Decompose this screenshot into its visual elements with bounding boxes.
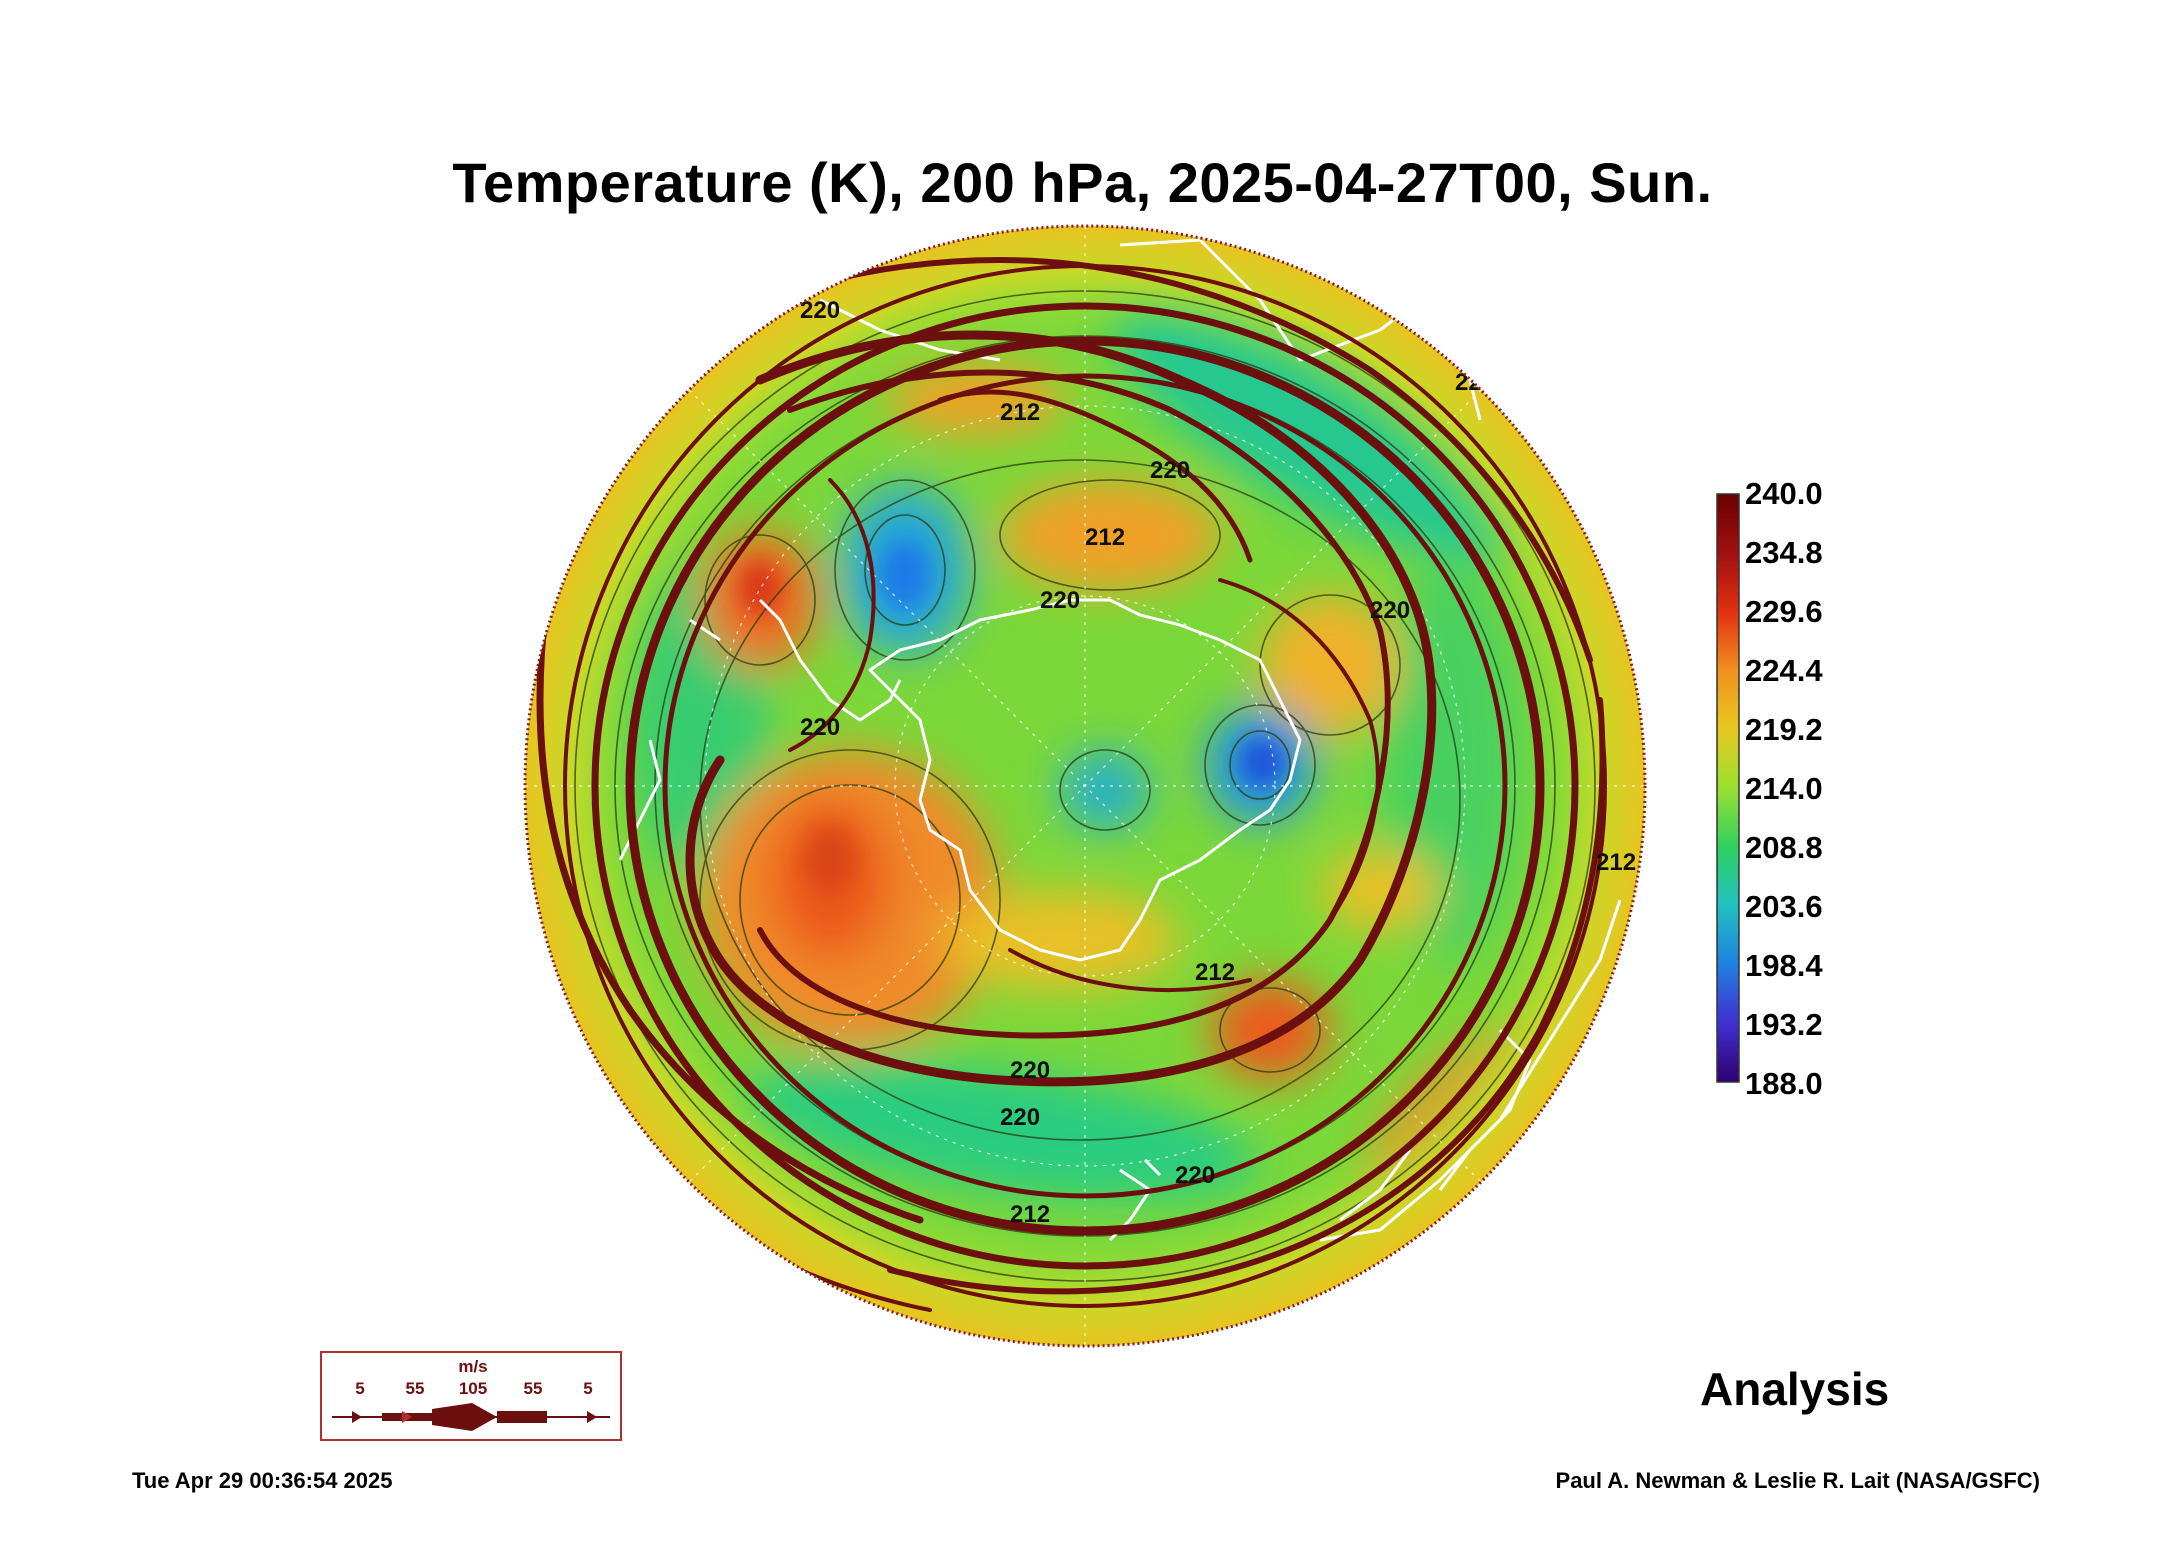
wind-value: 5 — [355, 1379, 365, 1398]
contour-label: 220 — [1000, 1104, 1040, 1131]
temperature-field: 220 220 212 220 212 220 220 220 212 212 … — [525, 226, 1645, 1346]
contour-label: 220 — [1370, 597, 1410, 624]
timestamp: Tue Apr 29 00:36:54 2025 — [132, 1468, 393, 1493]
colorbar-label: 214.0 — [1745, 771, 1823, 806]
wind-unit: m/s — [458, 1357, 488, 1376]
contour-label: 220 — [1150, 457, 1190, 484]
colorbar-label: 203.6 — [1745, 889, 1823, 924]
colorbar-label: 188.0 — [1745, 1066, 1823, 1101]
map-title: Temperature (K), 200 hPa, 2025-04-27T00,… — [452, 151, 1713, 214]
wind-speed-legend: m/s 5 55 105 55 5 — [320, 1351, 622, 1441]
contour-label: 212 — [1085, 524, 1125, 551]
wind-value: 55 — [405, 1379, 425, 1398]
colorbar — [1716, 493, 1740, 1083]
credit: Paul A. Newman & Leslie R. Lait (NASA/GS… — [1555, 1468, 2040, 1493]
colorbar-label: 219.2 — [1745, 712, 1823, 747]
contour-label: 212 — [1596, 849, 1636, 876]
contour-label: 220 — [1455, 369, 1495, 396]
contour-label: 212 — [1195, 959, 1235, 986]
wind-arrow-scale — [332, 1403, 610, 1431]
colorbar-label: 198.4 — [1745, 948, 1823, 983]
contour-label: 212 — [1000, 399, 1040, 426]
contour-label: 220 — [1040, 587, 1080, 614]
wind-value: 105 — [458, 1379, 488, 1398]
contour-label: 220 — [1010, 1057, 1050, 1084]
colorbar-label: 234.8 — [1745, 535, 1823, 570]
colorbar-label: 193.2 — [1745, 1007, 1823, 1042]
wind-value: 5 — [583, 1379, 593, 1398]
wind-value: 55 — [523, 1379, 543, 1398]
contour-label: 220 — [800, 714, 840, 741]
contour-label: 212 — [1010, 1201, 1050, 1228]
colorbar-label: 208.8 — [1745, 830, 1823, 865]
product-label: Analysis — [1700, 1363, 1890, 1415]
contour-label: 220 — [1175, 1162, 1215, 1189]
colorbar-label: 229.6 — [1745, 594, 1823, 629]
colorbar-label: 224.4 — [1745, 653, 1823, 688]
colorbar-label: 240.0 — [1745, 476, 1823, 511]
